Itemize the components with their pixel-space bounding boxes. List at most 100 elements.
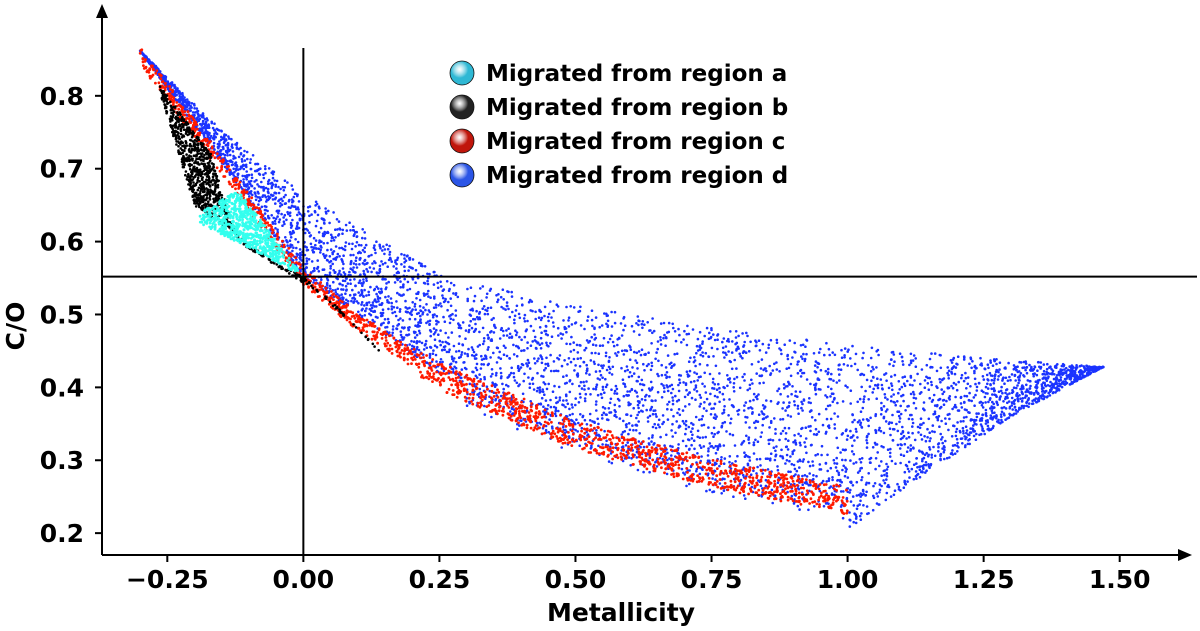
point-region-d (441, 296, 445, 300)
point-region-d (424, 342, 427, 346)
point-region-d (701, 354, 705, 358)
point-region-d (440, 305, 443, 308)
point-region-d (826, 453, 829, 457)
point-region-d (437, 320, 440, 324)
point-region-d (683, 395, 687, 399)
point-region-d (310, 213, 313, 216)
point-region-d (322, 221, 326, 225)
point-region-d (814, 382, 818, 386)
point-region-d (909, 449, 912, 452)
point-region-d (379, 311, 383, 315)
point-region-d (1044, 373, 1047, 376)
point-region-d (835, 462, 839, 465)
point-region-d (411, 258, 415, 261)
point-region-d (390, 307, 394, 311)
point-region-d (352, 253, 355, 257)
point-region-d (784, 462, 787, 465)
point-region-d (653, 422, 656, 426)
point-region-d (445, 280, 449, 283)
point-region-d (469, 319, 473, 323)
point-region-d (1071, 366, 1075, 370)
point-region-d (338, 269, 341, 273)
point-region-d (826, 372, 829, 376)
point-region-d (796, 360, 800, 364)
point-region-d (638, 319, 641, 323)
point-region-d (783, 426, 787, 430)
point-region-d (433, 295, 436, 299)
point-region-d (495, 371, 498, 375)
point-region-d (415, 297, 418, 300)
point-region-d (833, 396, 836, 400)
point-region-d (387, 320, 391, 324)
point-region-d (756, 465, 759, 469)
point-region-d (344, 284, 348, 288)
point-region-d (777, 401, 780, 404)
point-region-d (323, 233, 327, 236)
point-region-d (854, 513, 857, 516)
point-region-d (378, 296, 382, 300)
point-region-d (898, 352, 902, 356)
point-region-d (396, 278, 400, 282)
point-region-d (657, 374, 660, 378)
point-region-d (946, 413, 950, 417)
point-region-d (281, 185, 285, 189)
point-region-d (640, 409, 643, 413)
point-region-d (941, 392, 944, 396)
point-region-d (219, 138, 223, 142)
point-region-d (796, 371, 800, 375)
point-region-d (668, 384, 672, 388)
point-region-d (414, 281, 417, 285)
point-region-d (224, 149, 228, 153)
point-region-d (896, 443, 900, 447)
point-region-d (973, 369, 976, 373)
point-region-d (363, 231, 367, 234)
point-region-d (338, 282, 341, 286)
point-region-d (315, 219, 319, 223)
point-region-d (464, 329, 468, 332)
point-region-d (694, 384, 698, 387)
point-region-d (201, 122, 204, 125)
point-region-d (638, 432, 641, 435)
point-region-d (728, 460, 731, 464)
point-region-d (801, 426, 804, 430)
point-region-d (319, 251, 322, 254)
point-region-d (968, 362, 971, 366)
point-region-d (560, 446, 563, 449)
point-region-d (1061, 372, 1064, 376)
point-region-d (769, 438, 772, 442)
point-region-d (610, 310, 613, 314)
point-region-d (418, 331, 422, 335)
point-region-d (675, 352, 679, 356)
point-region-d (504, 346, 507, 350)
point-region-d (952, 365, 956, 368)
point-region-d (585, 363, 588, 367)
point-region-d (291, 199, 295, 203)
point-region-d (523, 349, 526, 352)
point-region-d (596, 393, 600, 397)
point-region-d (412, 345, 416, 349)
point-region-d (928, 466, 931, 470)
point-region-d (1023, 396, 1027, 399)
point-region-d (585, 380, 588, 383)
point-region-d (731, 340, 734, 343)
point-region-d (380, 287, 383, 291)
point-region-d (859, 499, 862, 503)
point-region-d (969, 418, 973, 421)
point-region-d (833, 412, 836, 415)
point-region-d (492, 391, 496, 395)
point-region-d (989, 397, 992, 400)
point-region-d (355, 241, 359, 244)
point-region-d (557, 385, 561, 389)
point-region-d (773, 458, 777, 462)
point-region-d (305, 257, 309, 260)
point-region-d (800, 406, 803, 410)
point-region-d (995, 358, 998, 361)
point-region-d (831, 478, 834, 482)
point-region-d (1036, 369, 1039, 373)
point-region-d (364, 309, 367, 313)
point-region-d (1047, 375, 1050, 379)
point-region-d (1013, 402, 1016, 406)
point-region-d (734, 330, 738, 333)
point-region-d (552, 405, 556, 409)
point-region-d (846, 386, 849, 389)
